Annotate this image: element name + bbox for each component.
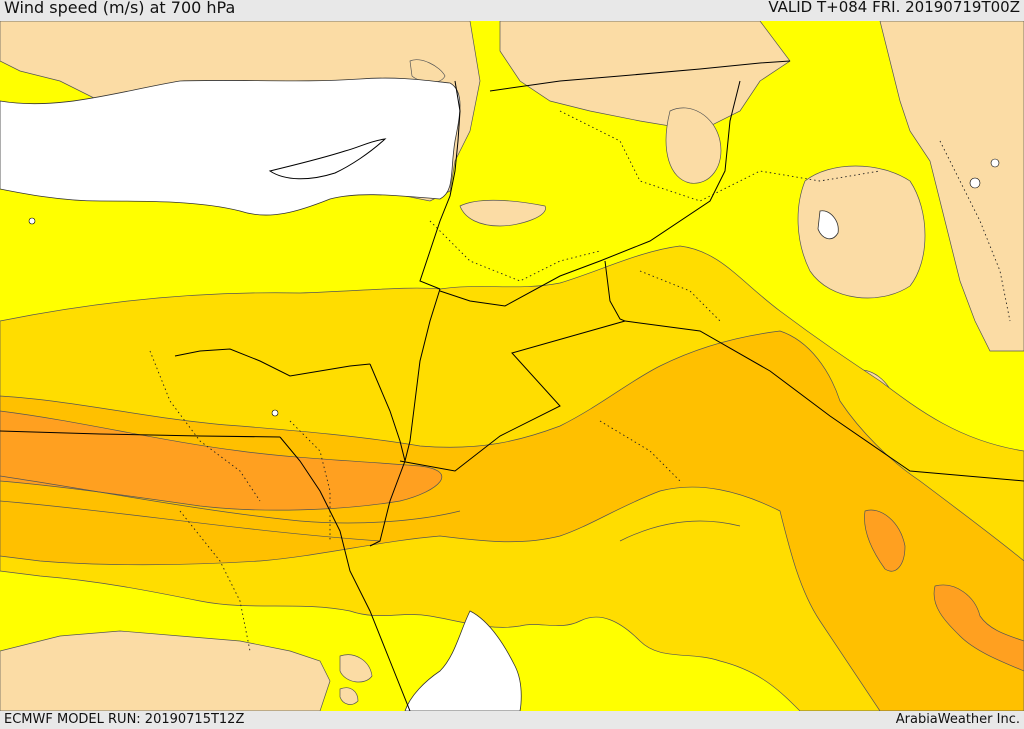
wind-band-orange: [0, 410, 1024, 672]
contour-lines: [0, 475, 741, 542]
model-run-label: ECMWF MODEL RUN: 20190715T12Z: [4, 712, 245, 727]
valid-time: VALID T+084 FRI. 20190719T00Z: [768, 0, 1020, 16]
wind-band-amber: [0, 330, 1024, 711]
international-borders: [0, 60, 1024, 711]
footer-bar: ECMWF MODEL RUN: 20190715T12Z ArabiaWeat…: [0, 711, 1024, 729]
country-borders: [149, 110, 1011, 652]
header-bar: Wind speed (m/s) at 700 hPa VALID T+084 …: [0, 0, 1024, 21]
coastlines: [174, 80, 461, 377]
map-canvas[interactable]: [0, 21, 1024, 711]
map-title: Wind speed (m/s) at 700 hPa: [4, 0, 236, 17]
island-markers: [28, 158, 1000, 417]
wind-speed-map: [0, 21, 1024, 711]
sea-areas: [0, 77, 839, 711]
credit-label: ArabiaWeather Inc.: [895, 712, 1020, 727]
